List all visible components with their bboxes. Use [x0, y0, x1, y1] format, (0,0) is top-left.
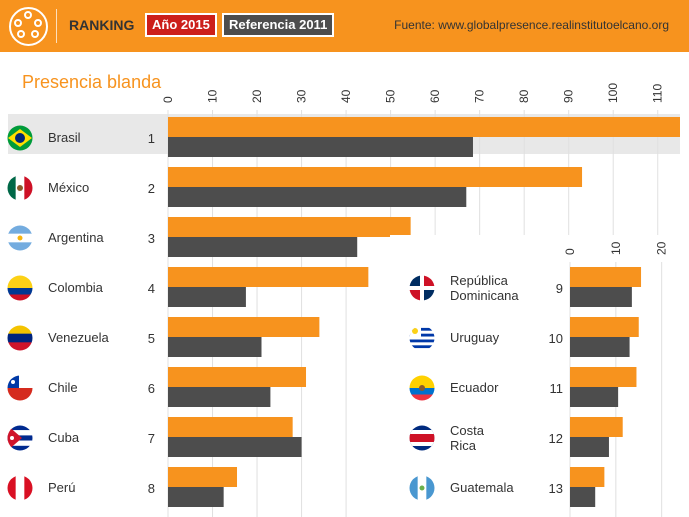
- x-tick-label: 110: [651, 84, 665, 103]
- bar-2011: [168, 237, 358, 257]
- rank-label: 4: [148, 281, 155, 296]
- country-label: República: [450, 273, 509, 288]
- rank-label: 1: [148, 131, 155, 146]
- bar-2011: [168, 437, 302, 457]
- flag-cuba-icon: [7, 425, 33, 451]
- rank-label: 6: [148, 381, 155, 396]
- country-label: Costa: [450, 423, 485, 438]
- legend-badge-2015[interactable]: Año 2015: [145, 13, 217, 37]
- rank-label: 13: [549, 481, 563, 496]
- rank-label: 8: [148, 481, 155, 496]
- country-label: Cuba: [48, 430, 80, 445]
- bar-2015: [570, 317, 639, 337]
- flag-chile-icon: [7, 375, 33, 401]
- bar-2011: [570, 337, 630, 357]
- rank-label: 12: [549, 431, 563, 446]
- country-label: Guatemala: [450, 480, 514, 495]
- ranking-label: RANKING: [69, 17, 135, 33]
- bar-2015: [168, 367, 307, 387]
- flag-ecuador-icon: [409, 375, 435, 401]
- country-label: Venezuela: [48, 330, 109, 345]
- bar-2015: [168, 117, 680, 137]
- rank-label: 10: [549, 331, 563, 346]
- rank-label: 9: [556, 281, 563, 296]
- x-tick-label: 0: [161, 96, 175, 103]
- header-divider: [56, 9, 57, 43]
- rank-label: 2: [148, 181, 155, 196]
- bar-2015: [168, 267, 369, 287]
- bar-2011: [168, 487, 224, 507]
- bar-2011: [570, 387, 619, 407]
- x-tick-label: 50: [384, 89, 398, 103]
- x-tick-label: 20: [655, 241, 669, 255]
- country-label: Dominicana: [450, 288, 519, 303]
- flag-guatemala-icon: [409, 475, 435, 501]
- country-label: Rica: [450, 438, 477, 453]
- bar-2015: [168, 417, 293, 437]
- x-tick-label: 10: [609, 241, 623, 255]
- x-tick-label: 80: [517, 89, 531, 103]
- country-label: Uruguay: [450, 330, 500, 345]
- bar-2015: [570, 367, 637, 387]
- x-tick-label: 20: [250, 89, 264, 103]
- inset-panel: [390, 235, 689, 517]
- flag-colombia-icon: [7, 275, 33, 301]
- country-label: Argentina: [48, 230, 104, 245]
- bar-2015: [168, 167, 583, 187]
- x-tick-label: 0: [563, 248, 577, 255]
- bar-2015: [168, 217, 411, 237]
- x-tick-label: 10: [206, 89, 220, 103]
- flag-brazil-icon: [7, 125, 33, 151]
- flag-uruguay-icon: [409, 325, 435, 351]
- x-tick-label: 60: [428, 89, 442, 103]
- x-tick-label: 40: [339, 89, 353, 103]
- flag-venezuela-icon: [7, 325, 33, 351]
- rank-label: 11: [550, 381, 564, 396]
- flag-mexico-icon: [7, 175, 33, 201]
- rank-label: 3: [148, 231, 155, 246]
- flag-dominican-republic-icon: [409, 275, 435, 301]
- country-label: Colombia: [48, 280, 104, 295]
- x-tick-label: 30: [295, 89, 309, 103]
- flag-costa-rica-icon: [409, 425, 435, 451]
- country-label: Chile: [48, 380, 78, 395]
- header: RANKING Año 2015 Referencia 2011 Fuente:…: [0, 0, 689, 52]
- bar-2011: [570, 487, 596, 507]
- rank-label: 7: [148, 431, 155, 446]
- bar-2011: [168, 387, 271, 407]
- bar-2015: [570, 417, 623, 437]
- bar-2011: [168, 337, 262, 357]
- legend-badge-2011[interactable]: Referencia 2011: [222, 13, 335, 37]
- country-label: Perú: [48, 480, 75, 495]
- bar-2015: [570, 467, 605, 487]
- x-tick-label: 70: [473, 89, 487, 103]
- x-tick-label: 100: [606, 83, 620, 103]
- rank-label: 5: [148, 331, 155, 346]
- bar-2015: [570, 267, 642, 287]
- x-tick-label: 90: [562, 89, 576, 103]
- bar-2015: [168, 467, 238, 487]
- bar-2011: [168, 287, 246, 307]
- country-label: Brasil: [48, 130, 81, 145]
- flag-peru-icon: [7, 475, 33, 501]
- bar-2015: [168, 317, 320, 337]
- bar-2011: [168, 137, 473, 157]
- film-reel-icon: [9, 7, 48, 46]
- bar-2011: [570, 287, 632, 307]
- chart-title: Presencia blanda: [22, 72, 162, 92]
- bar-2011: [570, 437, 609, 457]
- country-label: México: [48, 180, 89, 195]
- country-label: Ecuador: [450, 380, 499, 395]
- source-text: Fuente: www.globalpresence.realinstituto…: [394, 18, 669, 32]
- flag-argentina-icon: [7, 225, 33, 251]
- bar-2011: [168, 187, 467, 207]
